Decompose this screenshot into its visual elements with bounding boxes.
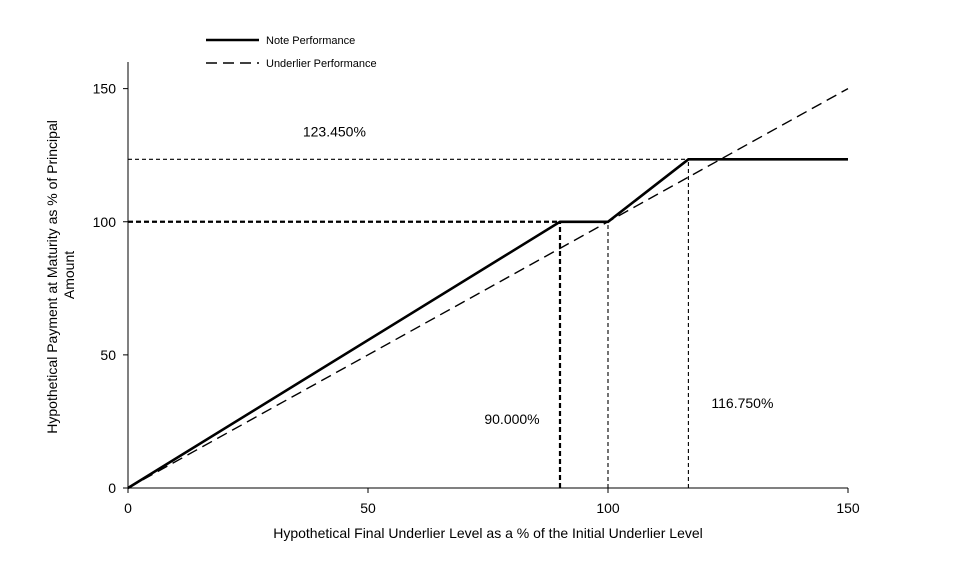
annotation-label: 90.000% <box>484 411 539 427</box>
x-axis-label: Hypothetical Final Underlier Level as a … <box>273 525 703 541</box>
y-tick-label: 150 <box>93 81 117 97</box>
annotation-label: 116.750% <box>711 395 773 411</box>
legend-entry-label: Underlier Performance <box>266 58 377 70</box>
y-tick-label: 100 <box>93 214 117 230</box>
y-axis-label-line-1: Hypothetical Payment at Maturity as % of… <box>44 120 60 434</box>
annotations: 123.450% 90.000% 116.750% <box>303 124 774 428</box>
legend-entry-label: Note Performance <box>266 35 355 47</box>
axes <box>127 62 848 489</box>
reference-lines <box>128 158 689 488</box>
annotation-label: 123.450% <box>303 124 366 140</box>
legend: Note Performance Underlier Performance <box>206 35 377 70</box>
series-lines <box>127 87 849 490</box>
y-axis-label: Hypothetical Payment at Maturity as % of… <box>44 116 77 433</box>
x-tick-label: 0 <box>124 500 132 516</box>
y-tick-label: 0 <box>108 480 116 496</box>
note-performance-line <box>127 158 848 490</box>
x-tick-label: 100 <box>596 500 620 516</box>
y-axis-label-line-2: Amount <box>61 251 77 299</box>
axis-ticks: 0 50 100 150 0 50 100 150 <box>93 81 860 516</box>
x-tick-label: 50 <box>360 500 376 516</box>
y-tick-label: 50 <box>100 347 116 363</box>
x-tick-label: 150 <box>836 500 860 516</box>
underlier-performance-line <box>127 87 849 489</box>
